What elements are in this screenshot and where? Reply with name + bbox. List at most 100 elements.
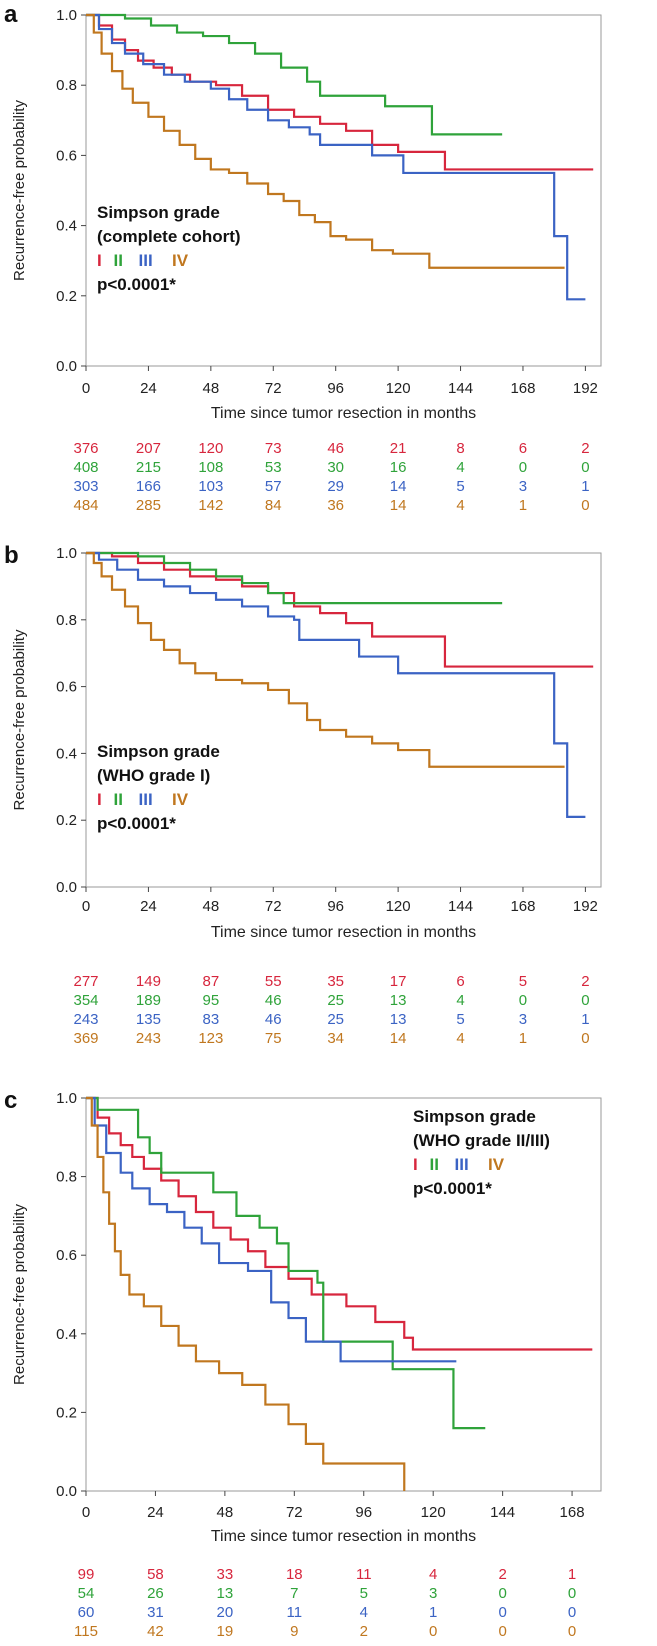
legend-pvalue: p<0.0001*: [97, 275, 176, 294]
x-axis-label: Time since tumor resection in months: [211, 1528, 476, 1545]
at-risk-value: 6: [518, 440, 528, 457]
at-risk-value: 4: [456, 497, 465, 514]
at-risk-row-grade-II: 354 189 95 46 25 13 4 0 0: [0, 992, 657, 1011]
at-risk-value: 58: [147, 1566, 164, 1583]
legend-subtitle: (WHO grade I): [97, 766, 210, 785]
y-axis-label: Recurrence-free probability: [11, 629, 28, 810]
x-tick-label: 24: [147, 1504, 164, 1521]
at-risk-value: 31: [147, 1604, 164, 1621]
at-risk-value: 55: [264, 973, 282, 990]
km-chart-b: b 0.0 0.2 0.4 0.6 0.8 1.0 0 24 48 72 96 120 144 168 192…: [4, 545, 602, 941]
at-risk-value: 46: [264, 992, 282, 1009]
at-risk-value: 83: [202, 1011, 220, 1028]
at-risk-row-grade-III: 243 135 83 46 25 13 5 3 1: [0, 1011, 657, 1030]
x-tick-label: 168: [510, 380, 535, 397]
at-risk-value: 408: [73, 459, 99, 476]
at-risk-row-grade-III: 303 166 103 57 29 14 5 3 1: [0, 478, 657, 497]
at-risk-value: 14: [389, 1030, 407, 1047]
at-risk-value: 95: [202, 992, 220, 1009]
at-risk-value: 9: [290, 1623, 299, 1640]
at-risk-value: 46: [264, 1011, 282, 1028]
x-tick-label: 144: [448, 898, 473, 915]
at-risk-value: 5: [518, 973, 528, 990]
y-tick-label: 0.4: [56, 218, 77, 235]
at-risk-value: 5: [456, 478, 465, 495]
at-risk-value: 120: [198, 440, 224, 457]
at-risk-value: 35: [327, 973, 345, 990]
x-tick-label: 72: [265, 898, 282, 915]
y-tick-label: 1.0: [56, 1090, 77, 1107]
at-risk-value: 14: [389, 497, 407, 514]
at-risk-value: 166: [135, 478, 161, 495]
at-risk-value: 4: [456, 1030, 465, 1047]
at-risk-value: 1: [581, 1011, 590, 1028]
series-line-grade-III: [86, 1096, 457, 1363]
at-risk-value: 21: [389, 440, 407, 457]
x-tick-label: 0: [82, 898, 90, 915]
km-chart-a: a 0.0 0.2 0.4 0.6 0.8 1.0 0 24 48 72 96 120 144 168 192…: [4, 1, 602, 422]
at-risk-value: 13: [389, 1011, 407, 1028]
at-risk-table-c: 99 58 33 18 11 4 2 1 54 26 13 7 5 3 0 0 60 31 20 11 4 1 0 0 115 4…: [0, 1566, 657, 1642]
x-tick-label: 168: [510, 898, 535, 915]
at-risk-row-grade-III: 60 31 20 11 4 1 0 0: [0, 1604, 657, 1623]
at-risk-value: 0: [518, 992, 528, 1009]
at-risk-value: 53: [264, 459, 282, 476]
x-axis-label: Time since tumor resection in months: [211, 924, 476, 941]
at-risk-value: 30: [327, 459, 345, 476]
at-risk-value: 11: [286, 1604, 303, 1621]
at-risk-value: 277: [73, 973, 99, 990]
at-risk-value: 84: [264, 497, 282, 514]
at-risk-value: 4: [429, 1566, 438, 1583]
y-tick-label: 0.8: [56, 1169, 77, 1186]
legend-grade-I: I: [97, 251, 102, 270]
at-risk-value: 189: [135, 992, 161, 1009]
at-risk-row-grade-IV: 484 285 142 84 36 14 4 1 0: [0, 497, 657, 516]
at-risk-value: 34: [327, 1030, 345, 1047]
at-risk-value: 285: [135, 497, 161, 514]
legend-title: Simpson grade: [97, 203, 220, 222]
at-risk-row-grade-II: 54 26 13 7 5 3 0 0: [0, 1585, 657, 1604]
at-risk-value: 99: [77, 1566, 95, 1583]
at-risk-value: 142: [198, 497, 224, 514]
at-risk-row-grade-I: 376 207 120 73 46 21 8 6 2: [0, 440, 657, 459]
at-risk-value: 17: [389, 973, 407, 990]
at-risk-value: 54: [77, 1585, 95, 1602]
x-tick-label: 72: [286, 1504, 303, 1521]
at-risk-value: 2: [498, 1566, 507, 1583]
at-risk-value: 149: [135, 973, 161, 990]
x-tick-label: 192: [573, 898, 598, 915]
at-risk-value: 0: [567, 1604, 577, 1621]
at-risk-row-grade-I: 99 58 33 18 11 4 2 1: [0, 1566, 657, 1585]
at-risk-value: 2: [581, 973, 590, 990]
x-tick-label: 144: [448, 380, 473, 397]
at-risk-value: 243: [135, 1030, 161, 1047]
at-risk-value: 243: [73, 1011, 99, 1028]
at-risk-value: 0: [567, 1585, 577, 1602]
series-line-grade-III: [86, 551, 586, 818]
y-tick-label: 0.6: [56, 1247, 77, 1264]
at-risk-value: 1: [429, 1604, 438, 1621]
legend-grade-IV: IV: [172, 251, 189, 270]
y-tick-label: 0.8: [56, 77, 77, 94]
y-tick-label: 0.0: [56, 358, 77, 375]
at-risk-table-b: 277 149 87 55 35 17 6 5 2 354 189 95 46 25 13 4 0 0 243 135…: [0, 973, 657, 1049]
at-risk-value: 7: [290, 1585, 299, 1602]
legend-grade-II: II: [430, 1155, 439, 1174]
legend-subtitle: (complete cohort): [97, 227, 241, 246]
at-risk-value: 4: [456, 459, 465, 476]
at-risk-value: 215: [135, 459, 161, 476]
legend-grade-IV: IV: [172, 790, 189, 809]
at-risk-value: 0: [429, 1623, 438, 1640]
x-tick-label: 48: [203, 380, 220, 397]
panel-b: b 0.0 0.2 0.4 0.6 0.8 1.0 0 24 48 72 96 120 144 168 192…: [0, 545, 657, 1090]
x-tick-label: 96: [355, 1504, 372, 1521]
at-risk-value: 0: [498, 1623, 507, 1640]
at-risk-value: 0: [581, 459, 590, 476]
legend-title: Simpson grade: [413, 1107, 536, 1126]
x-tick-label: 24: [140, 380, 157, 397]
series-line-grade-II: [86, 551, 503, 605]
at-risk-row-grade-IV: 369 243 123 75 34 14 4 1 0: [0, 1030, 657, 1049]
at-risk-value: 123: [198, 1030, 224, 1047]
y-tick-label: 0.4: [56, 1326, 77, 1343]
at-risk-value: 0: [581, 497, 590, 514]
